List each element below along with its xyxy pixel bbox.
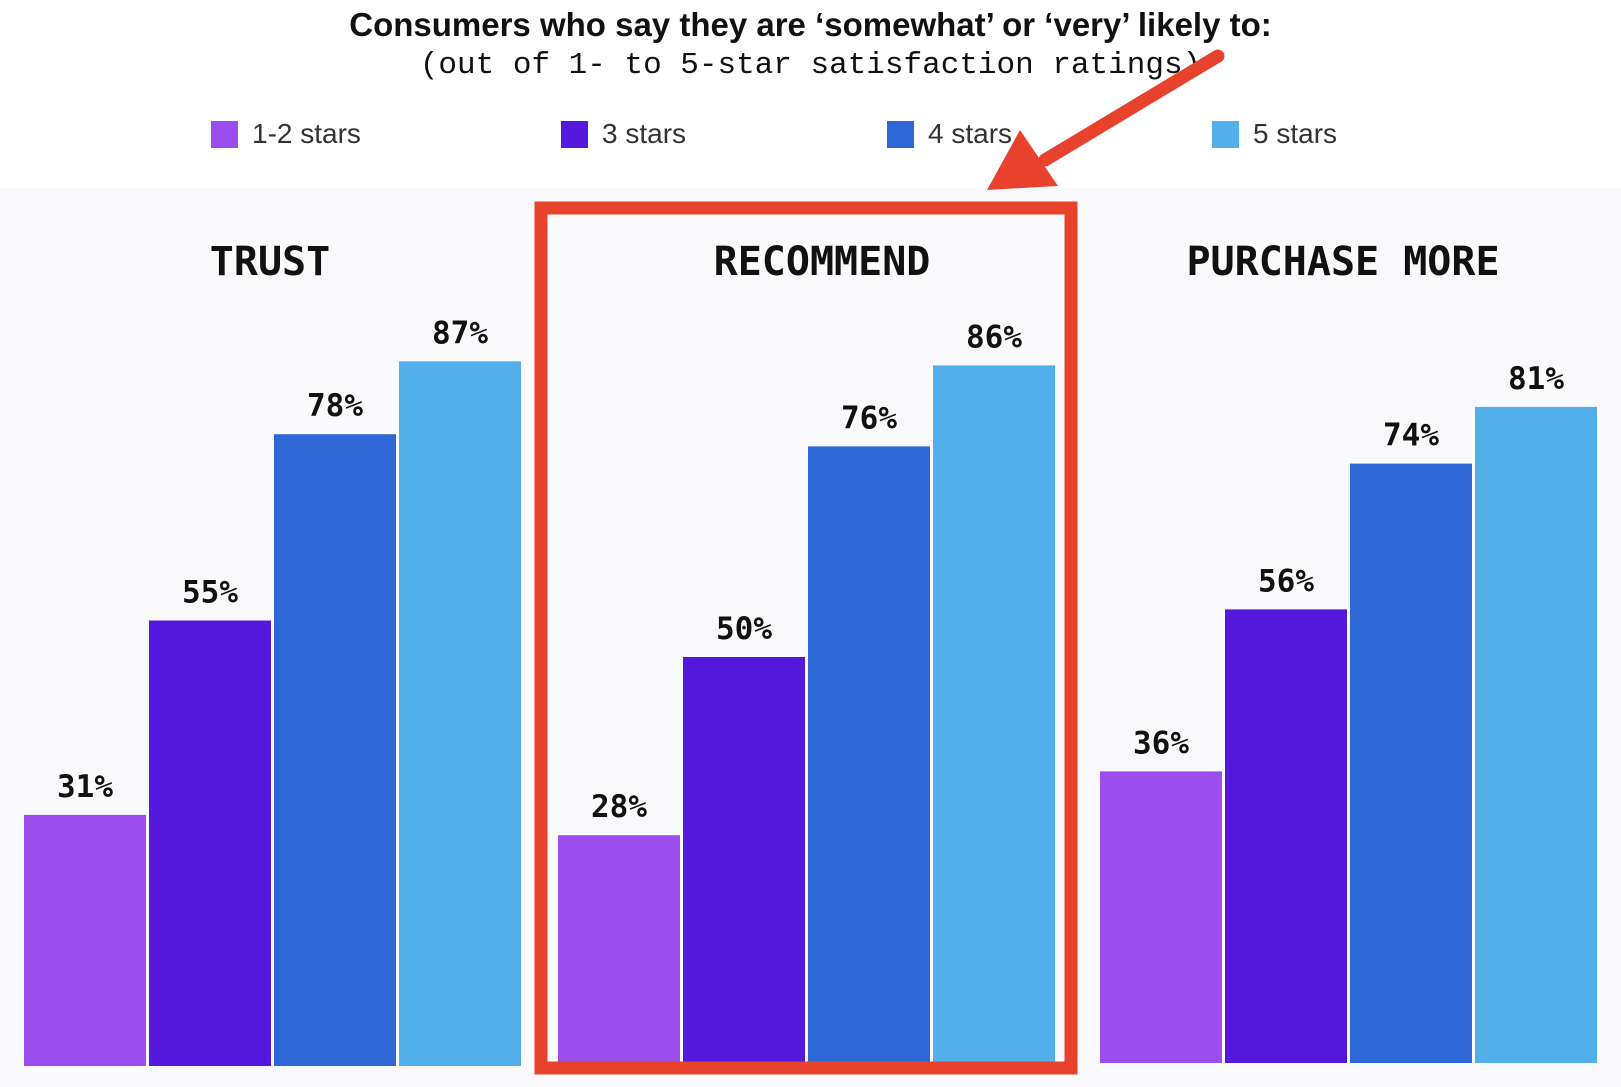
group-titles: TRUST RECOMMEND PURCHASE MORE (210, 239, 1500, 285)
value-label-purchase-more-5-stars: 81% (1508, 361, 1564, 397)
highlight-annotation (534, 49, 1225, 1075)
bar-trust-1-2-stars (24, 814, 146, 1066)
legend-item-4-stars: 4 stars (887, 118, 1012, 150)
value-label-trust-3-stars: 55% (182, 575, 238, 611)
legend-label: 4 stars (928, 118, 1013, 149)
value-label-recommend-1-2-stars: 28% (591, 789, 647, 825)
bars (24, 361, 1597, 1066)
bar-purchase-more-4-stars (1350, 463, 1472, 1064)
value-label-purchase-more-4-stars: 74% (1383, 418, 1439, 454)
legend: 1-2 stars 3 stars 4 stars 5 stars (0, 118, 1621, 158)
value-label-recommend-5-stars: 86% (966, 319, 1022, 355)
legend-swatch (211, 120, 238, 148)
arrow-shaft (1038, 49, 1225, 167)
legend-label: 1-2 stars (252, 118, 361, 149)
legend-item-3-stars: 3 stars (561, 118, 686, 150)
group-title-purchase-more: PURCHASE MORE (1186, 239, 1499, 285)
value-label-recommend-3-stars: 50% (716, 611, 772, 647)
bar-trust-4-stars (274, 434, 396, 1066)
highlight-box (534, 201, 1078, 1075)
chart-title: Consumers who say they are ‘somewhat’ or… (349, 6, 1272, 43)
bar-recommend-5-stars (933, 365, 1055, 1062)
value-label-trust-5-stars: 87% (432, 315, 488, 351)
group-title-recommend: RECOMMEND (714, 239, 931, 285)
value-label-trust-1-2-stars: 31% (57, 769, 113, 805)
legend-label: 5 stars (1253, 118, 1338, 149)
legend-item-1-2-stars: 1-2 stars (211, 118, 361, 150)
bar-purchase-more-1-2-stars (1100, 771, 1222, 1063)
bar-purchase-more-5-stars (1475, 406, 1597, 1063)
legend-swatch (887, 120, 914, 148)
value-label-purchase-more-1-2-stars: 36% (1133, 725, 1189, 761)
chart-subtitle: (out of 1- to 5-star satisfaction rating… (419, 48, 1202, 83)
legend-label: 3 stars (602, 118, 687, 149)
bar-trust-3-stars (149, 620, 271, 1066)
value-label-recommend-4-stars: 76% (841, 400, 897, 436)
bar-trust-5-stars (399, 361, 521, 1066)
legend-swatch (561, 120, 588, 148)
value-labels: 31% 55% 78% 87% 28% 50% 76% 86% 36% 56% 74% 81% (57, 315, 1564, 825)
value-label-trust-4-stars: 78% (307, 388, 363, 424)
arrow-head (987, 130, 1058, 190)
group-title-trust: TRUST (210, 239, 330, 285)
bar-recommend-1-2-stars (558, 835, 680, 1062)
bar-recommend-3-stars (683, 657, 805, 1062)
legend-item-5-stars: 5 stars (1212, 118, 1337, 150)
bar-purchase-more-3-stars (1225, 609, 1347, 1063)
value-label-purchase-more-3-stars: 56% (1258, 563, 1314, 599)
bar-recommend-4-stars (808, 446, 930, 1062)
legend-swatch (1212, 120, 1239, 148)
